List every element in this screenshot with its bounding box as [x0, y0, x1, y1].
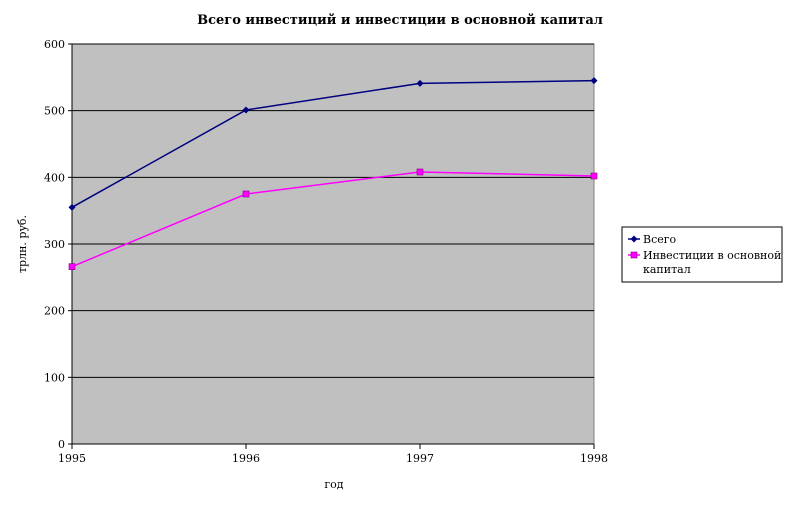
series-markers	[68, 77, 598, 270]
x-axis-label: год	[324, 478, 343, 491]
legend-marker-diamond-icon	[630, 235, 638, 243]
y-tick-label: 0	[58, 438, 65, 451]
data-point-diamond	[416, 79, 424, 87]
x-tick-label: 1995	[58, 452, 86, 465]
x-tick-label: 1997	[406, 452, 434, 465]
y-tick-labels: 0 100 200 300 400 500 600	[44, 38, 65, 451]
x-tick-label: 1998	[580, 452, 608, 465]
legend-box	[621, 226, 783, 283]
data-point-square	[416, 168, 424, 176]
series-lines	[71, 79, 595, 268]
legend: Всего Инвестиции в основной капитал	[621, 226, 785, 283]
series-line-1	[71, 171, 595, 268]
y-tick-label: 500	[44, 105, 65, 118]
y-tick-label: 600	[44, 38, 65, 51]
axes	[68, 43, 595, 449]
x-tick-label: 1996	[232, 452, 260, 465]
y-axis-label: трлн. руб.	[16, 215, 29, 273]
series-line-0	[71, 79, 595, 208]
legend-label-fixed: Инвестиции в основной капитал	[643, 249, 785, 276]
data-point-diamond	[242, 106, 250, 114]
legend-label-total: Всего	[643, 233, 677, 246]
y-tick-label: 300	[44, 238, 65, 251]
legend-marker-square-icon	[630, 251, 638, 259]
y-tick-label: 400	[44, 171, 65, 184]
data-point-diamond	[590, 77, 598, 85]
gridlines	[72, 43, 594, 378]
y-tick-label: 100	[44, 371, 65, 384]
data-point-diamond	[68, 203, 76, 211]
x-tick-labels: 1995 1996 1997 1998	[58, 452, 608, 465]
data-point-square	[590, 172, 598, 180]
y-tick-label: 200	[44, 305, 65, 318]
data-point-square	[68, 263, 76, 270]
data-point-square	[242, 190, 250, 198]
chart-title: Всего инвестиций и инвестиции в основной…	[197, 13, 603, 28]
